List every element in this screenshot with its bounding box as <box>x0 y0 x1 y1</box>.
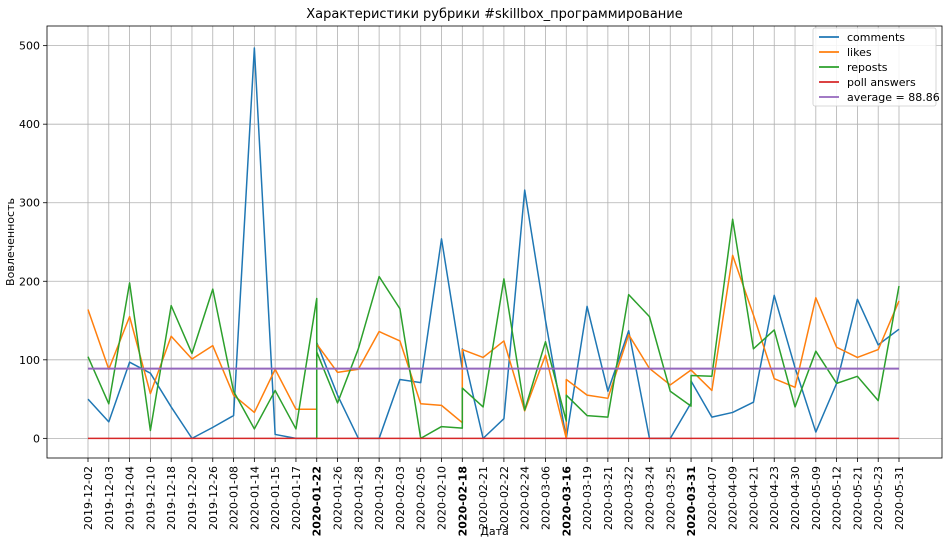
x-tick-label: 2020-04-30 <box>789 466 802 530</box>
x-tick-label: 2020-01-26 <box>332 466 345 530</box>
x-tick-label: 2020-05-12 <box>831 466 844 530</box>
series-line-reposts <box>87 218 900 440</box>
x-tick-label: 2020-05-21 <box>851 466 864 530</box>
x-tick-label: 2020-01-08 <box>228 466 241 530</box>
x-tick-label: 2020-03-31 <box>685 466 698 536</box>
x-tick-label: 2020-02-21 <box>477 466 490 530</box>
x-tick-label: 2019-12-10 <box>144 466 157 530</box>
legend: comments likes reposts poll answers average … <box>812 27 940 107</box>
x-tick-label: 2019-12-20 <box>186 466 199 530</box>
x-tick-label: 2020-04-09 <box>727 466 740 530</box>
x-tick-label: 2020-01-28 <box>352 466 365 530</box>
x-tick-label: 2020-02-24 <box>519 466 532 530</box>
x-tick-label: 2019-12-03 <box>103 466 116 530</box>
y-tick-label: 300 <box>19 197 40 210</box>
series-line-comments <box>87 47 900 440</box>
x-tick-label: 2020-04-07 <box>706 466 719 530</box>
series-line-likes <box>87 254 900 440</box>
x-tick-label: 2019-12-02 <box>82 466 95 530</box>
y-tick-label: 200 <box>19 275 40 288</box>
y-axis-ticks: 0 100 200 300 400 500 <box>19 40 47 445</box>
grid <box>47 26 942 458</box>
y-axis-label: Вовлеченность <box>4 198 17 286</box>
x-tick-label: 2020-03-21 <box>602 466 615 530</box>
x-tick-label: 2020-05-09 <box>810 466 823 530</box>
series-layer <box>87 47 900 440</box>
legend-label: poll answers <box>847 76 916 89</box>
y-tick-label: 0 <box>33 432 40 445</box>
x-tick-label: 2020-01-15 <box>269 466 282 530</box>
x-tick-label: 2020-01-14 <box>248 466 261 530</box>
x-tick-label: 2020-03-22 <box>623 466 636 530</box>
x-tick-label: 2019-12-18 <box>165 466 178 530</box>
legend-label: comments <box>847 31 905 44</box>
x-tick-label: 2020-04-23 <box>768 466 781 530</box>
x-tick-label: 2020-02-18 <box>456 466 469 536</box>
x-tick-label: 2020-01-22 <box>311 466 324 536</box>
x-tick-label: 2020-03-06 <box>539 466 552 530</box>
legend-box <box>812 27 937 107</box>
x-tick-label: 2020-04-21 <box>747 466 760 530</box>
x-tick-label: 2020-02-03 <box>394 466 407 530</box>
x-tick-label: 2020-01-29 <box>373 466 386 530</box>
y-tick-label: 100 <box>19 354 40 367</box>
y-tick-label: 400 <box>19 118 40 131</box>
x-tick-label: 2020-05-31 <box>893 466 906 530</box>
x-tick-label: 2020-03-25 <box>664 466 677 530</box>
x-tick-label: 2020-03-24 <box>643 466 656 530</box>
x-tick-label: 2019-12-04 <box>124 466 137 530</box>
x-axis-ticks: 2019-12-02 2019-12-03 2019-12-04 2019-12-10… <box>82 458 906 536</box>
legend-label: reposts <box>847 61 888 74</box>
x-axis-label: Дата <box>480 525 508 538</box>
legend-label: average = 88.86 <box>847 91 940 104</box>
x-tick-label: 2019-12-26 <box>207 466 220 530</box>
plot-frame <box>46 25 943 459</box>
y-tick-label: 500 <box>19 40 40 53</box>
x-tick-label: 2020-01-17 <box>290 466 303 530</box>
x-tick-label: 2020-03-19 <box>581 466 594 530</box>
x-tick-label: 2020-02-10 <box>436 466 449 530</box>
x-tick-label: 2020-03-16 <box>560 466 573 537</box>
x-tick-label: 2020-02-05 <box>415 466 428 530</box>
x-tick-label: 2020-02-22 <box>498 466 511 530</box>
x-tick-label: 2020-05-23 <box>872 466 885 530</box>
legend-label: likes <box>847 46 872 59</box>
chart-title: Характеристики рубрики #skillbox_програм… <box>306 7 683 22</box>
